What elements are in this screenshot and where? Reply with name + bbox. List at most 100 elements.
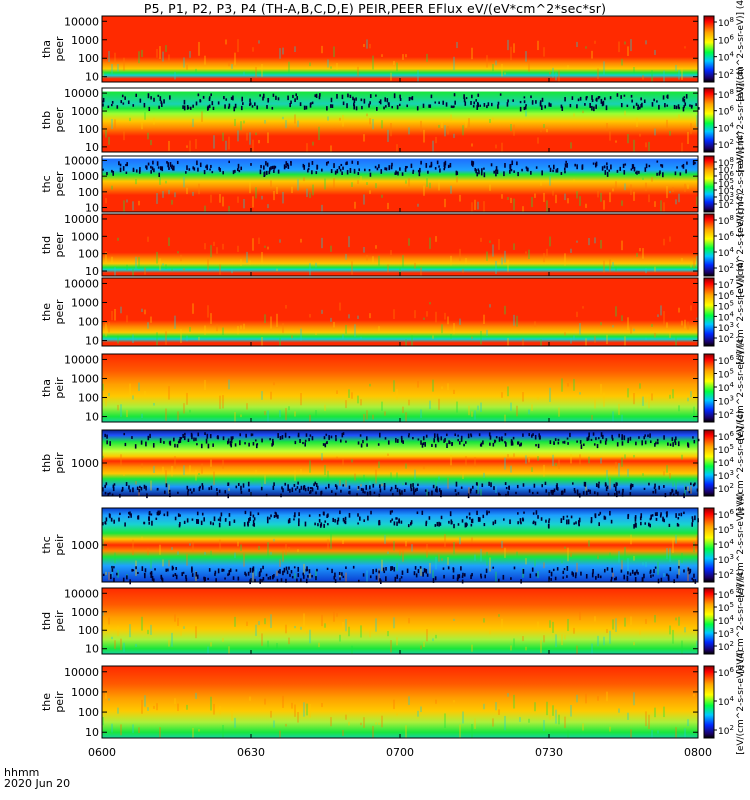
panel-ylabel: the [40, 303, 53, 321]
spectrogram-texture [102, 611, 698, 654]
colorbar-tick-label: 106 [718, 230, 734, 243]
spectrogram-speckle [102, 93, 700, 112]
x-tick-label: 0630 [237, 746, 265, 759]
colorbar [703, 155, 715, 213]
panel-ylabel: peer [53, 232, 66, 258]
colorbar-tick-label: 105 [718, 523, 734, 536]
spectrogram-image [102, 214, 698, 276]
y-tick-label: 100 [78, 52, 99, 65]
y-tick-label: 10 [85, 335, 99, 348]
panel-ylabel: thd [40, 612, 53, 630]
colorbar-tick-label: 104 [718, 51, 734, 64]
panel-ylabel: thd [40, 236, 53, 254]
y-tick-label: 10 [85, 643, 99, 656]
panel-thd-peer: 10 100 1000 10000 thd peer 108 106 104 102 [eV/(cm… [40, 192, 746, 297]
colorbar-tick-label: 103 [718, 627, 734, 640]
panel-ylabel: thb [40, 111, 53, 129]
y-tick-label: 1000 [71, 539, 99, 552]
y-tick-label: 10000 [64, 353, 99, 366]
y-tick-label: 1000 [71, 296, 99, 309]
y-tick-label: 10 [85, 411, 99, 424]
panel-ylabel: peir [53, 534, 66, 556]
y-tick-label: 10000 [64, 87, 99, 100]
spectrogram-image [102, 354, 698, 422]
colorbar-tick-label: 106 [718, 430, 734, 443]
colorbar-tick-label: 104 [718, 381, 734, 394]
colorbar-tick-label: 105 [718, 443, 734, 456]
colorbar [703, 213, 715, 277]
y-tick-label: 10 [85, 265, 99, 278]
colorbar [703, 15, 715, 83]
colorbar-tick-label: 104 [718, 246, 734, 259]
panel-ylabel: the [40, 693, 53, 711]
spectrogram-image [102, 156, 698, 212]
y-tick-label: 10000 [64, 277, 99, 290]
panel-ylabel: peer [53, 299, 66, 325]
spectrogram-texture [102, 534, 698, 582]
colorbar-tick-label: 105 [718, 368, 734, 381]
colorbar-tick-label: 104 [718, 614, 734, 627]
colorbar-tick-label: 104 [718, 538, 734, 551]
figure-title: P5, P1, P2, P3, P4 (TH-A,B,C,D,E) PEIR,P… [143, 1, 607, 16]
colorbar [703, 587, 715, 655]
colorbar-tick-label: 102 [718, 138, 734, 151]
colorbar-tick-label: 108 [718, 88, 734, 101]
colorbar-tick-label: 104 [718, 456, 734, 469]
colorbar-tick-label: 102 [718, 640, 734, 653]
colorbar-tick-label: 102 [718, 262, 734, 275]
colorbar-tick-label: 105 [718, 601, 734, 614]
panel-ylabel: peer [53, 171, 66, 197]
y-tick-label: 100 [78, 248, 99, 261]
time-axis-date: 2020 Jun 20 [4, 777, 71, 790]
x-tick-label: 0600 [88, 746, 116, 759]
y-tick-label: 10000 [64, 213, 99, 226]
colorbar-tick-label: 102 [718, 408, 734, 421]
panel-ylabel: peir [53, 691, 66, 713]
spectrogram-texture [105, 236, 698, 276]
y-tick-label: 1000 [71, 457, 99, 470]
x-tick-label: 0700 [386, 746, 414, 759]
colorbar-tick-label: 108 [718, 16, 734, 29]
panel-ylabel: tha [40, 379, 53, 397]
colorbar [703, 353, 715, 423]
colorbar-label: [eV/(cm^2-s-sr-eV)] (4) [736, 192, 746, 297]
y-tick-label: 10000 [64, 666, 99, 679]
spectrogram-speckle [102, 432, 700, 499]
y-tick-label: 100 [78, 186, 99, 199]
y-tick-label: 1000 [71, 230, 99, 243]
panel-ylabel: peer [53, 107, 66, 133]
colorbar-tick-label: 102 [718, 568, 734, 581]
time-axis-unit: hhmm [4, 766, 40, 779]
y-tick-label: 100 [78, 392, 99, 405]
panel-ylabel: tha [40, 40, 53, 58]
colorbar [703, 665, 715, 739]
colorbar [703, 429, 715, 497]
panel-tha-peer: 10 100 1000 10000 tha peer 108 106 104 102 [eV/(cm… [40, 0, 746, 102]
colorbar-tick-label: 106 [718, 666, 734, 679]
colorbar [703, 87, 715, 153]
colorbar [703, 507, 715, 583]
spectrogram-image [102, 16, 698, 82]
colorbar-tick-label: 102 [718, 482, 734, 495]
y-tick-label: 100 [78, 316, 99, 329]
colorbar-tick-label: 106 [718, 508, 734, 521]
x-tick-label: 0800 [684, 746, 712, 759]
colorbar-label: [eV/(cm^2-s-sr-eV)] (4) [736, 131, 746, 236]
panel-ylabel: peer [53, 36, 66, 62]
colorbar-tick-label: 104 [718, 121, 734, 134]
y-tick-label: 1000 [71, 170, 99, 183]
panel-ylabel: peir [53, 452, 66, 474]
colorbar-tick-label: 106 [718, 588, 734, 601]
colorbar [703, 277, 715, 347]
y-tick-label: 10 [85, 141, 99, 154]
spectrogram-texture [102, 691, 695, 738]
panel-thc-peir: 1000 thc peir 106 105 104 103 102 [eV/(cm^2-s-sr… [40, 492, 746, 597]
spectrogram-texture [102, 453, 692, 496]
spectrogram-image [102, 278, 698, 346]
colorbar-tick-label: 104 [718, 695, 734, 708]
